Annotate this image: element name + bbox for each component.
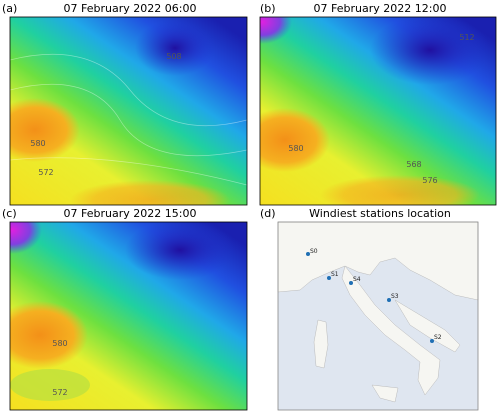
station-label: S4	[353, 276, 361, 283]
station-label: S3	[391, 293, 399, 300]
weather-map	[10, 222, 247, 410]
contour-label: 580	[52, 339, 67, 348]
contour-label: 508	[166, 52, 181, 61]
contour-label: 580	[30, 139, 45, 148]
contour-label: 568	[406, 160, 421, 169]
contour-label: 512	[459, 33, 474, 42]
panel-label: (a)	[2, 2, 17, 15]
panel-title: 07 February 2022 12:00	[314, 2, 447, 15]
panel-label: (b)	[260, 2, 276, 15]
panel-title: 07 February 2022 15:00	[64, 207, 197, 220]
contour-label: 572	[52, 388, 67, 397]
panel-label: (d)	[260, 207, 276, 220]
panel-label: (c)	[2, 207, 17, 220]
panel-title: 07 February 2022 06:00	[64, 2, 197, 15]
station-label: S0	[310, 248, 318, 255]
contour-label: 580	[288, 144, 303, 153]
contour-label: 576	[422, 176, 437, 185]
station-label: S2	[434, 334, 442, 341]
station-map	[277, 221, 479, 410]
contour-label: 572	[38, 168, 53, 177]
weather-map	[260, 17, 496, 205]
panel-title: Windiest stations location	[309, 207, 451, 220]
weather-map	[10, 17, 247, 205]
station-label: S1	[331, 271, 339, 278]
stations: S0 S1 S2 S3 S4	[306, 248, 442, 343]
